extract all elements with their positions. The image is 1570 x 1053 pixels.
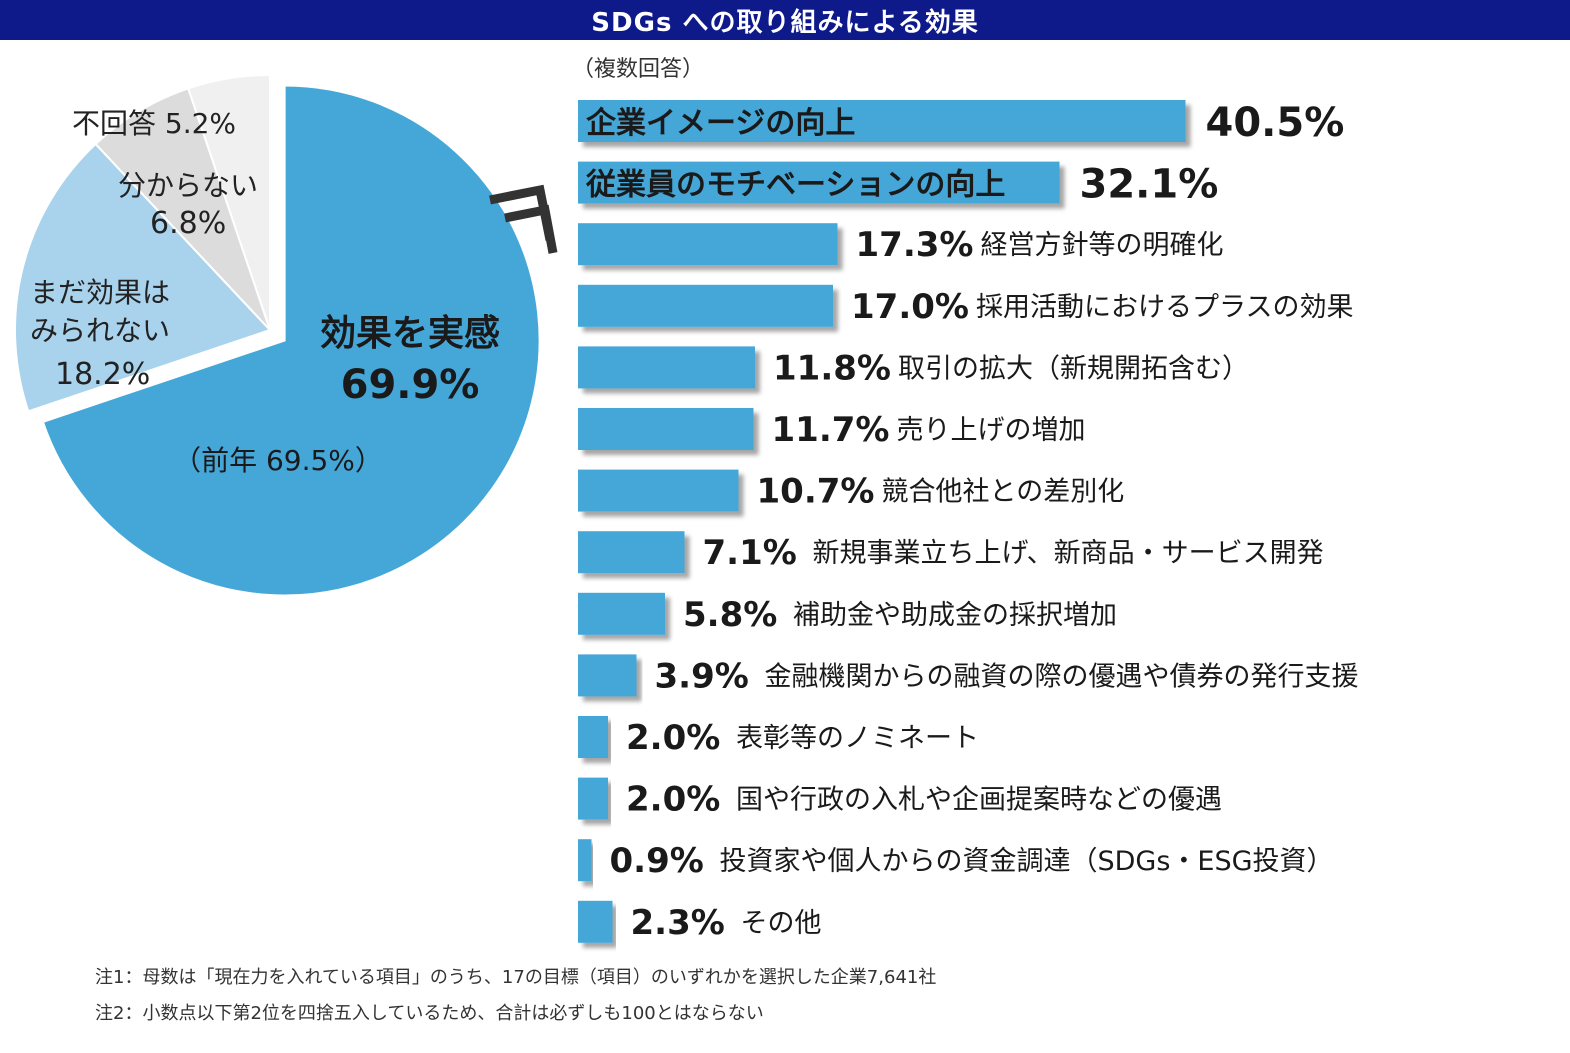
bar-category-label-13: 投資家や個人からの資金調達（SDGs・ESG投資） bbox=[720, 846, 1334, 877]
bar-chart: （複数回答） 企業イメージの向上 40.5% 従業員のモチベーションの向上 32.1% 1… bbox=[572, 57, 1359, 943]
bar-value-label-12: 2.0% bbox=[626, 780, 720, 820]
bar-category-label-8: 新規事業立ち上げ、新商品・サービス開発 bbox=[813, 538, 1324, 569]
bar-category-label-9: 補助金や助成金の採択増加 bbox=[793, 600, 1117, 631]
bar-10 bbox=[578, 654, 637, 697]
bar-value-label-4: 17.0% bbox=[851, 287, 969, 327]
pie-label-not-yet-line1: まだ効果は bbox=[30, 276, 170, 309]
bar-8 bbox=[578, 531, 685, 574]
pie-value-effect: 69.9% bbox=[341, 362, 480, 408]
bar-3 bbox=[578, 223, 838, 266]
bar-value-label-14: 2.3% bbox=[631, 903, 725, 943]
bar-value-label-10: 3.9% bbox=[655, 656, 749, 696]
bar-value-label-2: 32.1% bbox=[1080, 162, 1219, 208]
footnotes: 注1：母数は「現在力を入れている項目」のうち、17の目標（項目）のいずれかを選択… bbox=[95, 960, 936, 1032]
double-chevron-arrow-icon bbox=[489, 184, 558, 254]
bar-value-label-5: 11.8% bbox=[773, 348, 891, 388]
chart-title: SDGs への取り組みによる効果 bbox=[591, 7, 979, 38]
bar-13 bbox=[578, 839, 592, 882]
bar-value-label-1: 40.5% bbox=[1206, 100, 1345, 146]
pie-value-not-yet: 18.2% bbox=[55, 357, 150, 392]
bar-category-label-10: 金融機関からの融資の際の優遇や債券の発行支援 bbox=[765, 661, 1359, 692]
chevron-inner bbox=[504, 204, 558, 254]
pie-slice-3 bbox=[94, 87, 271, 331]
title-bar: SDGs への取り組みによる効果 bbox=[0, 0, 1570, 40]
bar-category-label-1: 企業イメージの向上 bbox=[586, 106, 855, 141]
bar-6 bbox=[578, 408, 754, 450]
footnote-1: 注1：母数は「現在力を入れている項目」のうち、17の目標（項目）のいずれかを選択… bbox=[95, 967, 937, 988]
bar-category-label-5: 取引の拡大（新規開拓含む） bbox=[898, 353, 1249, 384]
pie-label-not-yet-line2: みられない bbox=[30, 314, 170, 347]
footnote-2: 注2：小数点以下第2位を四捨五入しているため、合計は必ずしも100とはならない bbox=[95, 1003, 764, 1024]
pie-label-effect: 効果を実感 bbox=[320, 313, 500, 354]
bar-5 bbox=[578, 346, 755, 389]
pie-slice-2 bbox=[14, 142, 272, 413]
bar-2 bbox=[578, 161, 1060, 204]
bar-value-label-6: 11.7% bbox=[772, 410, 890, 450]
bar-value-label-11: 2.0% bbox=[626, 718, 720, 758]
bar-subtitle: （複数回答） bbox=[572, 57, 704, 82]
bar-value-label-3: 17.3% bbox=[856, 225, 974, 265]
bar-value-label-8: 7.1% bbox=[703, 533, 797, 573]
bar-value-label-9: 5.8% bbox=[683, 595, 777, 635]
pie-label-no-answer: 不回答 5.2% bbox=[72, 107, 236, 140]
bar-category-label-14: その他 bbox=[741, 908, 822, 939]
bar-4 bbox=[578, 284, 833, 327]
pie-note-previous-year: （前年 69.5%） bbox=[173, 444, 383, 477]
pie-slice-1 bbox=[41, 84, 541, 597]
bar-7 bbox=[578, 469, 739, 512]
bar-category-label-6: 売り上げの増加 bbox=[897, 415, 1086, 446]
bar-12 bbox=[578, 777, 608, 820]
bar-category-label-2: 従業員のモチベーションの向上 bbox=[585, 168, 1005, 203]
bar-1 bbox=[578, 100, 1186, 142]
pie-value-unknown: 6.8% bbox=[150, 206, 226, 241]
bar-14 bbox=[578, 900, 613, 943]
bar-category-label-12: 国や行政の入札や企画提案時などの優遇 bbox=[736, 785, 1222, 816]
bar-value-label-7: 10.7% bbox=[757, 472, 875, 512]
bar-9 bbox=[578, 592, 665, 635]
bar-category-label-11: 表彰等のノミネート bbox=[736, 723, 979, 754]
pie-label-unknown: 分からない bbox=[118, 169, 258, 202]
bar-value-label-13: 0.9% bbox=[610, 841, 704, 881]
bar-category-label-3: 経営方針等の明確化 bbox=[981, 230, 1224, 261]
pie-slice-4 bbox=[186, 73, 271, 331]
bar-category-label-7: 競合他社との差別化 bbox=[882, 477, 1125, 508]
bar-11 bbox=[578, 716, 608, 758]
bar-category-label-4: 採用活動におけるプラスの効果 bbox=[976, 292, 1353, 323]
